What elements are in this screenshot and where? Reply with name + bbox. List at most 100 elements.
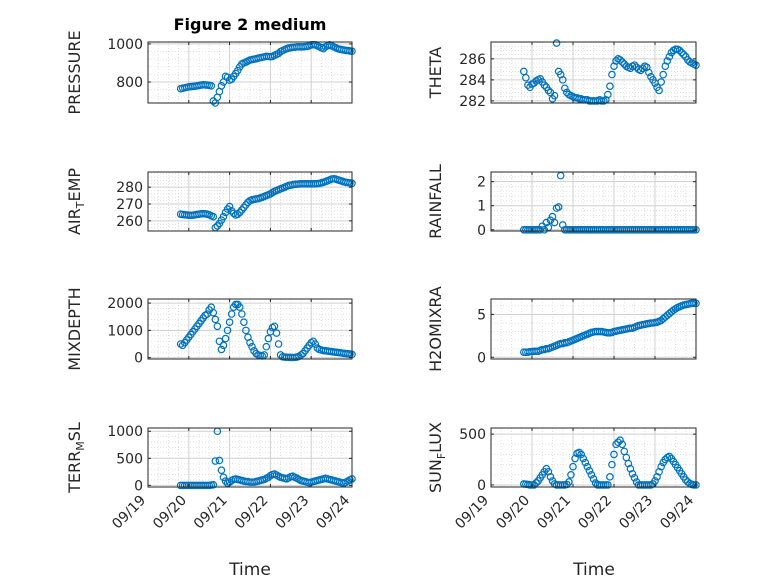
data-point	[532, 225, 540, 234]
data-point	[211, 315, 220, 324]
data-point	[217, 345, 226, 354]
y-tick-label: 2	[477, 175, 486, 191]
data-point	[630, 474, 639, 482]
y-tick-label: 1000	[107, 37, 143, 53]
data-point	[657, 78, 665, 86]
data-point	[628, 469, 637, 478]
y-tick-label: 260	[116, 214, 143, 230]
data-point	[233, 66, 242, 75]
data-point	[219, 212, 228, 221]
y-tick-label: 270	[116, 197, 143, 213]
data-point	[209, 97, 218, 105]
data-point	[219, 473, 228, 482]
data-point	[530, 481, 538, 489]
x-tick-label: 09/23	[616, 493, 656, 533]
data-point	[604, 90, 612, 99]
axes-box	[490, 41, 697, 104]
data-point	[225, 318, 234, 326]
data-point	[217, 466, 226, 475]
data-point	[583, 462, 592, 471]
data-point	[599, 481, 608, 489]
plot-area	[491, 428, 696, 487]
data-point	[209, 212, 218, 221]
data-point	[569, 462, 577, 471]
data-point	[558, 221, 567, 229]
y-tick-label: 2000	[107, 296, 143, 312]
data-point	[690, 481, 698, 489]
y-tick-label: 1	[477, 199, 486, 215]
data-point	[233, 210, 242, 218]
subplot-terr-msl: 0 500 1000 09/19 09/20 09/21 09/22 09/23 09/24 TE…	[65, 422, 356, 533]
subplot-mixdepth: 0 1000 2000 MIXDEPTH	[65, 287, 356, 371]
axes-box	[490, 298, 697, 360]
y-tick-label: 0	[134, 478, 143, 494]
data-point	[659, 70, 668, 79]
data-point	[540, 81, 549, 89]
data-point	[688, 299, 696, 308]
data-point	[274, 340, 283, 348]
data-point	[227, 310, 236, 318]
data-point	[221, 334, 230, 343]
subplot-h2omixra: 0 5 H2OMIXRA	[426, 286, 700, 372]
data-point	[675, 46, 684, 55]
y-tick-label: 286	[459, 52, 486, 68]
data-point	[608, 460, 616, 469]
x-tick-label: 09/22	[232, 493, 272, 533]
data-point	[297, 351, 305, 359]
y-tick-label: 0	[477, 478, 486, 494]
x-tick-label: 09/21	[191, 493, 231, 533]
x-tick-label: 09/19	[109, 493, 149, 533]
data-point	[597, 97, 606, 105]
data-point	[671, 45, 680, 54]
data-point	[604, 481, 612, 489]
data-point	[579, 454, 588, 463]
y-axis-label: MIXDEPTH	[65, 287, 84, 370]
data-point	[211, 457, 220, 465]
data-point	[606, 473, 614, 481]
data-point	[558, 481, 567, 489]
subplot-sun-flux: 0 500 09/19 09/20 09/21 09/22 09/23 09/24 SUNFLU…	[426, 422, 700, 533]
data-point	[217, 82, 226, 90]
data-point	[528, 481, 536, 489]
data-point	[223, 326, 232, 335]
axes-box	[490, 171, 697, 232]
data-point	[558, 76, 567, 84]
data-point	[268, 323, 277, 332]
y-tick-label: 800	[116, 75, 143, 91]
y-axis-label: AIRTEMP	[65, 168, 87, 235]
data-point	[207, 82, 216, 90]
data-point	[540, 225, 549, 234]
data-point	[213, 322, 222, 331]
y-tick-label: 284	[459, 73, 486, 89]
subplot-theta: 282 284 286 THETA	[426, 39, 700, 110]
data-point	[554, 203, 563, 211]
subplot-rainfall: 0 1 2 RAINFALL	[426, 164, 700, 239]
y-tick-label: 1000	[107, 323, 143, 339]
y-tick-label: 1000	[107, 424, 143, 440]
data-point	[665, 52, 674, 61]
plot-area	[491, 172, 696, 231]
data-point	[630, 61, 639, 69]
data-point	[522, 73, 530, 82]
x-tick-label: 09/22	[575, 493, 615, 533]
data-point	[236, 303, 244, 311]
subplot-pressure: 800 1000 PRESSURE	[65, 30, 356, 115]
data-point	[209, 308, 218, 317]
y-tick-label: 280	[116, 180, 143, 196]
data-point	[225, 202, 234, 211]
y-tick-label: 0	[477, 223, 486, 239]
y-tick-label: 0	[134, 351, 143, 367]
x-tick-label: 09/21	[534, 493, 574, 533]
data-point	[608, 70, 616, 79]
data-point	[238, 310, 246, 318]
data-point	[246, 338, 254, 347]
axes-box	[490, 427, 697, 488]
x-axis-label-right: Time	[572, 560, 615, 580]
data-point	[311, 340, 320, 348]
data-point	[219, 341, 228, 350]
data-point	[577, 450, 586, 459]
data-point	[581, 458, 590, 467]
data-point	[252, 349, 260, 358]
